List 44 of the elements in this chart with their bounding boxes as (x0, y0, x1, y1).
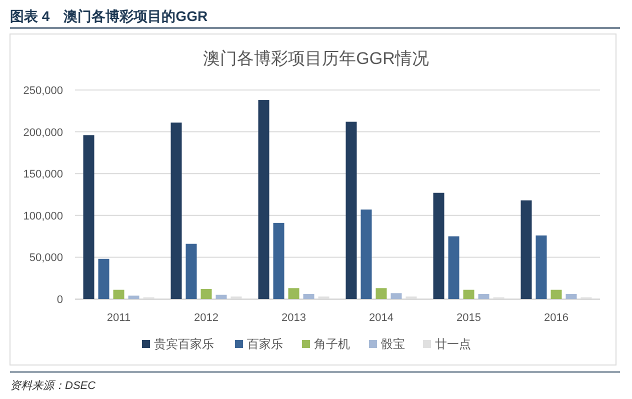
y-tick-label: 50,000 (29, 252, 63, 264)
bar (463, 290, 474, 299)
x-tick-label: 2012 (194, 312, 218, 324)
x-tick-label: 2014 (369, 312, 394, 324)
bar (83, 135, 94, 299)
bar (433, 192, 444, 299)
legend-label: 廿一点 (435, 337, 471, 351)
bar (536, 235, 547, 299)
y-tick-label: 150,000 (23, 168, 63, 181)
bar (360, 210, 372, 299)
x-tick-label: 2015 (456, 312, 481, 324)
bar (376, 288, 387, 299)
legend-label: 百家乐 (247, 337, 283, 351)
bar (550, 290, 562, 299)
bar (128, 296, 140, 299)
bar (448, 236, 460, 299)
bar (216, 294, 227, 299)
legend-label: 贵宾百家乐 (154, 337, 214, 351)
bar (98, 258, 110, 299)
bar (303, 294, 314, 299)
x-tick-label: 2013 (282, 312, 306, 324)
bar (566, 294, 577, 299)
y-tick-label: 100,000 (23, 210, 63, 222)
y-tick-label: 0 (56, 294, 63, 306)
bar (273, 222, 284, 299)
bar (288, 288, 300, 299)
text: 资料来源：DSEC (10, 379, 96, 392)
bar (346, 122, 357, 299)
bar (390, 293, 402, 299)
chart-subtitle: 澳门各博彩项目历年GGR情况 (203, 49, 429, 68)
x-tick-label: 2011 (106, 312, 131, 324)
x-tick-label: 2016 (544, 312, 568, 324)
bar (200, 288, 212, 299)
bar (186, 244, 197, 299)
legend-label: 骰宝 (381, 337, 405, 351)
bar (113, 290, 124, 299)
bar (170, 122, 182, 299)
legend-label: 角子机 (314, 337, 350, 351)
y-tick-label: 200,000 (23, 126, 63, 139)
y-tick-label: 250,000 (23, 85, 63, 97)
bar (478, 294, 490, 299)
bar (520, 200, 532, 299)
bar (258, 100, 270, 299)
chart-title: 图表 4 澳门各博彩项目的GGR (10, 8, 208, 24)
